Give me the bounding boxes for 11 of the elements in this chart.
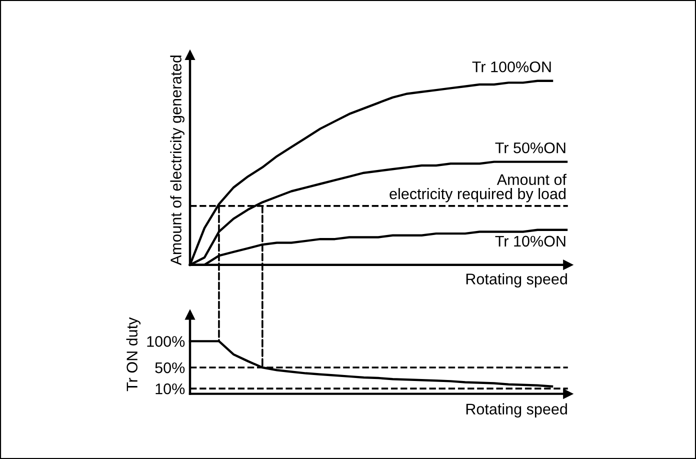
y-axis-title: Amount of electricity generated (170, 56, 184, 266)
y-tick-label: 100% (147, 336, 185, 347)
y-tick-label: 50% (155, 362, 185, 374)
series-label: Tr 10%ON (495, 236, 566, 247)
x-axis-title: Rotating speed (466, 273, 567, 288)
y-axis-title: Tr ON duty (126, 317, 141, 392)
ref-line-label: Amount of electricity required by load (390, 174, 567, 202)
series-label: Tr 50%ON (495, 142, 566, 154)
y-tick-label: 10% (156, 383, 185, 394)
x-axis-title: Rotating speed (466, 403, 567, 418)
series-label: Tr 100%ON (472, 61, 551, 72)
